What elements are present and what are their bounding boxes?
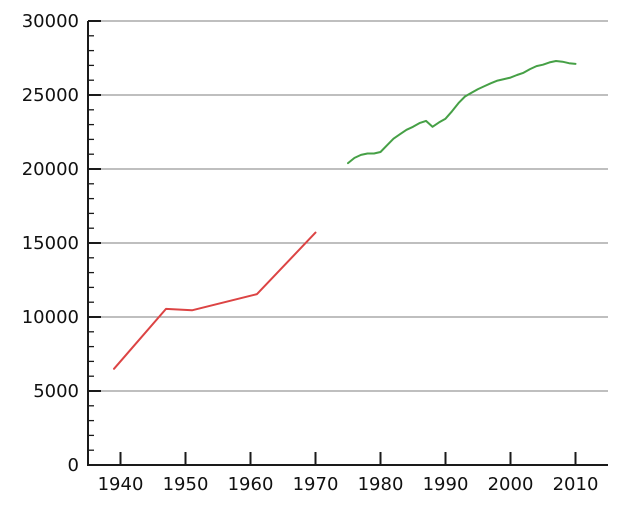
x-axis-ticks bbox=[119, 452, 577, 465]
y-tick-label: 20000 bbox=[22, 159, 79, 180]
series-lines bbox=[113, 60, 577, 370]
y-tick-label: 5000 bbox=[33, 381, 79, 402]
y-axis-ticks bbox=[88, 20, 101, 466]
x-tick-label: 1970 bbox=[293, 474, 339, 495]
y-tick-label: 30000 bbox=[22, 11, 79, 32]
x-tick-label: 2010 bbox=[553, 474, 599, 495]
x-tick-label: 2000 bbox=[488, 474, 534, 495]
red-series-line bbox=[113, 231, 317, 370]
y-tick-label: 25000 bbox=[22, 85, 79, 106]
green-series-line bbox=[347, 60, 577, 165]
x-tick-label: 1950 bbox=[163, 474, 209, 495]
y-tick-label: 15000 bbox=[22, 233, 79, 254]
y-tick-label: 10000 bbox=[22, 307, 79, 328]
x-tick-label: 1990 bbox=[423, 474, 469, 495]
y-tick-label: 0 bbox=[68, 455, 79, 476]
x-axis-tick-labels: 1940 1950 1960 1970 1980 1990 2000 2010 bbox=[98, 474, 599, 495]
gridlines bbox=[88, 20, 608, 392]
x-tick-label: 1980 bbox=[358, 474, 404, 495]
x-tick-label: 1940 bbox=[98, 474, 144, 495]
y-axis-tick-labels: 0 5000 10000 15000 20000 25000 30000 bbox=[22, 11, 79, 476]
x-tick-label: 1960 bbox=[228, 474, 274, 495]
